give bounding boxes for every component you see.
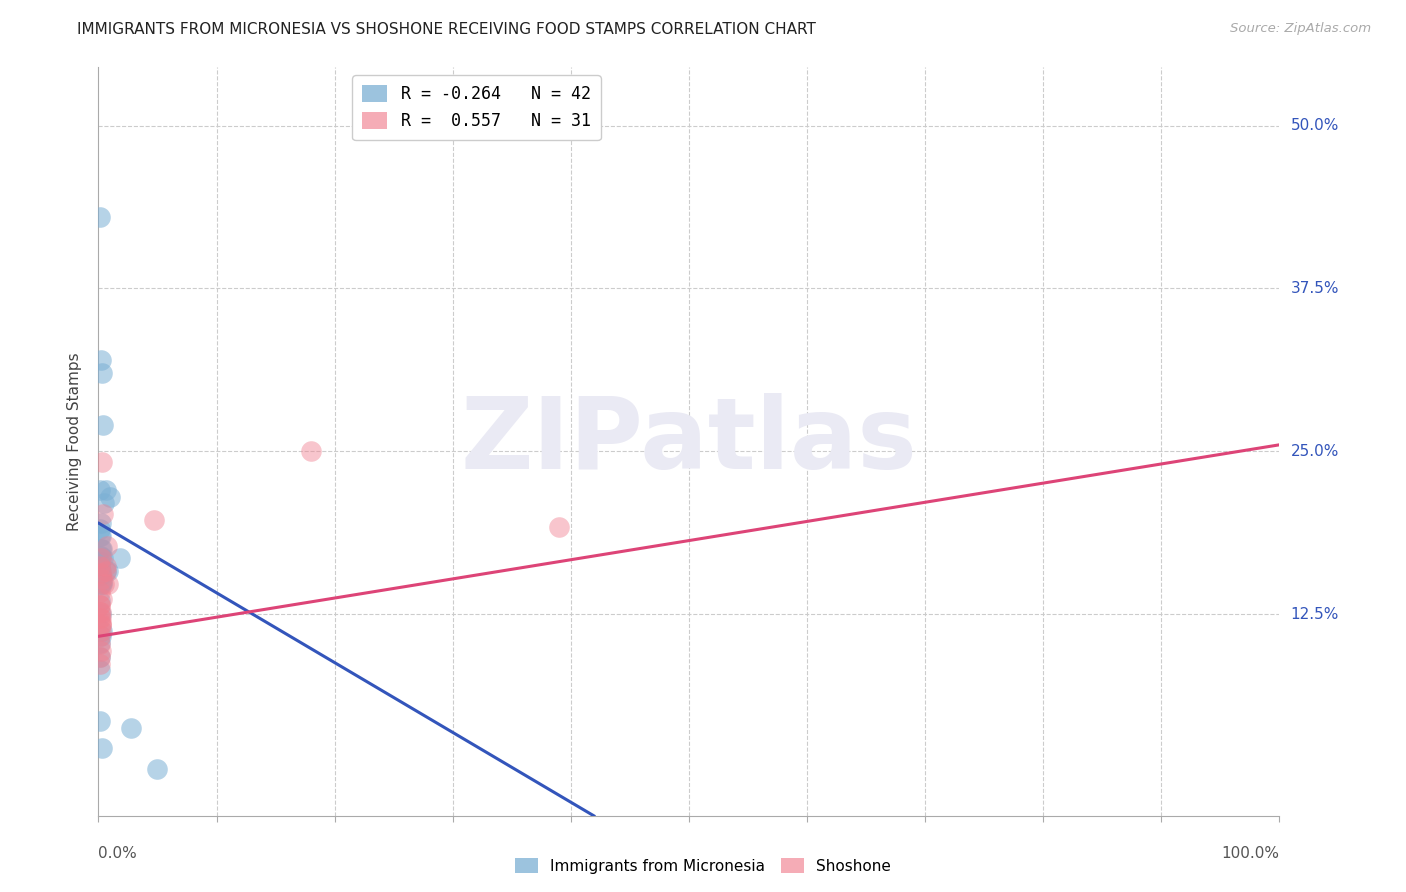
Point: [142, 513, 165, 527]
Point: [89, 636, 111, 650]
Point: [90, 607, 112, 622]
Text: IMMIGRANTS FROM MICRONESIA VS SHOSHONE RECEIVING FOOD STAMPS CORRELATION CHART: IMMIGRANTS FROM MICRONESIA VS SHOSHONE R…: [77, 22, 817, 37]
Point: [89, 523, 111, 537]
Point: [90, 549, 112, 563]
Point: [89, 561, 111, 575]
Text: 100.0%: 100.0%: [1222, 847, 1279, 861]
Point: [93, 496, 115, 510]
Point: [89, 611, 111, 625]
Point: [90, 516, 112, 530]
Point: [91, 624, 114, 639]
Point: [90, 564, 112, 578]
Point: [89, 559, 111, 574]
Point: [89, 549, 111, 563]
Point: [93, 577, 115, 591]
Text: 37.5%: 37.5%: [1291, 281, 1339, 296]
Point: [89, 555, 111, 569]
Point: [98, 490, 121, 504]
Point: [90, 577, 112, 591]
Point: [89, 529, 111, 543]
Point: [90, 629, 112, 643]
Point: [94, 559, 117, 574]
Point: [90, 566, 112, 580]
Point: [89, 585, 111, 599]
Point: [89, 637, 111, 651]
Point: [121, 721, 143, 735]
Point: [90, 529, 112, 543]
Point: [299, 444, 322, 458]
Point: [91, 366, 114, 380]
Point: [91, 574, 114, 589]
Point: [89, 650, 111, 665]
Point: [90, 617, 112, 632]
Point: [94, 564, 117, 578]
Point: [90, 643, 112, 657]
Point: [91, 418, 114, 433]
Point: [89, 629, 111, 643]
Point: [89, 714, 111, 728]
Text: Source: ZipAtlas.com: Source: ZipAtlas.com: [1230, 22, 1371, 36]
Point: [91, 577, 114, 591]
Point: [89, 598, 111, 612]
Text: 50.0%: 50.0%: [1291, 118, 1339, 133]
Point: [89, 598, 111, 612]
Point: [89, 594, 111, 608]
Point: [91, 572, 114, 586]
Point: [91, 507, 114, 521]
Text: 12.5%: 12.5%: [1291, 607, 1339, 622]
Point: [90, 353, 112, 368]
Text: 25.0%: 25.0%: [1291, 444, 1339, 458]
Point: [89, 559, 111, 574]
Point: [90, 611, 112, 625]
Point: [548, 520, 571, 534]
Point: [90, 616, 112, 631]
Point: [89, 663, 111, 677]
Point: [90, 617, 112, 632]
Point: [90, 568, 112, 582]
Point: [90, 542, 112, 557]
Point: [89, 568, 111, 582]
Point: [90, 568, 112, 582]
Point: [90, 624, 112, 639]
Point: [90, 551, 112, 566]
Point: [89, 210, 111, 224]
Point: [94, 483, 117, 498]
Point: [97, 564, 120, 578]
Point: [91, 551, 114, 566]
Text: 0.0%: 0.0%: [98, 847, 138, 861]
Point: [91, 741, 114, 756]
Point: [89, 650, 111, 665]
Legend: Immigrants from Micronesia, Shoshone: Immigrants from Micronesia, Shoshone: [509, 852, 897, 880]
Point: [91, 542, 114, 557]
Point: [94, 564, 117, 578]
Point: [108, 551, 131, 566]
Point: [91, 591, 114, 606]
Point: [89, 564, 111, 578]
Point: [89, 605, 111, 619]
Point: [96, 540, 118, 554]
Text: ZIPatlas: ZIPatlas: [461, 393, 917, 490]
Point: [89, 657, 111, 671]
Y-axis label: Receiving Food Stamps: Receiving Food Stamps: [67, 352, 83, 531]
Point: [91, 455, 114, 469]
Point: [90, 605, 112, 619]
Point: [146, 762, 169, 776]
Point: [97, 577, 120, 591]
Point: [89, 483, 111, 498]
Legend: R = -0.264   N = 42, R =  0.557   N = 31: R = -0.264 N = 42, R = 0.557 N = 31: [352, 75, 600, 140]
